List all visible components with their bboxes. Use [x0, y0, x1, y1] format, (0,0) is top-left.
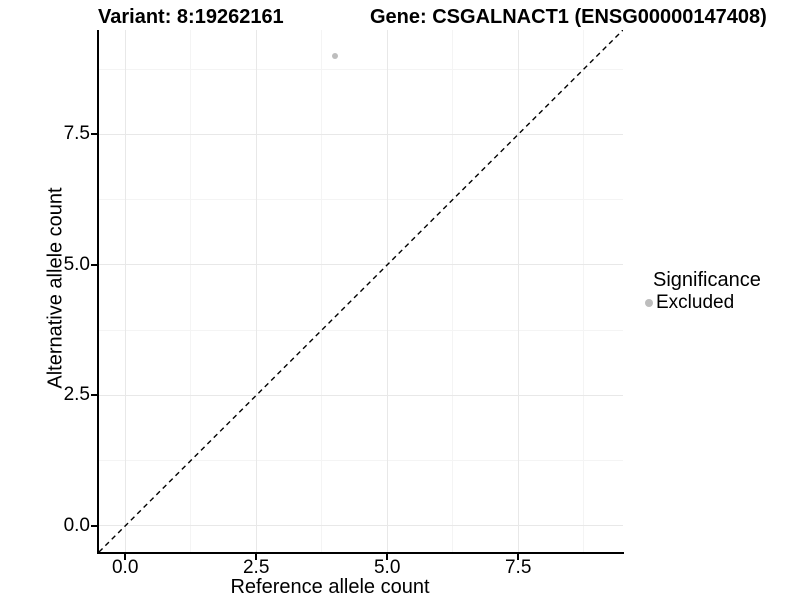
- legend-items: Excluded: [645, 292, 761, 314]
- x-tick-label: 0.0: [111, 557, 139, 578]
- y-tick-mark: [91, 133, 97, 136]
- y-tick-label: 5.0: [63, 253, 90, 275]
- minor-gridline-horizontal: [99, 199, 623, 201]
- y-axis-line: [97, 30, 99, 554]
- x-tick-mark: [386, 554, 389, 560]
- major-gridline-vertical: [517, 30, 519, 552]
- x-tick-mark: [255, 554, 258, 560]
- major-gridline-vertical: [124, 30, 126, 552]
- plot-panel: [99, 30, 623, 552]
- x-axis-label: Reference allele count: [230, 576, 430, 598]
- x-tick-label: 5.0: [373, 557, 401, 578]
- x-tick-mark: [124, 554, 127, 560]
- legend-item-label: Excluded: [656, 292, 735, 313]
- legend: Significance Excluded: [645, 268, 761, 314]
- identity-line: [99, 30, 623, 552]
- minor-gridline-horizontal: [99, 460, 623, 462]
- major-gridline-horizontal: [99, 133, 623, 135]
- y-tick-label: 7.5: [63, 123, 90, 145]
- legend-title: Significance: [653, 269, 761, 291]
- minor-gridline-vertical: [583, 30, 585, 552]
- major-gridline-horizontal: [99, 264, 623, 266]
- plot-title-gene: Gene: CSGALNACT1 (ENSG00000147408): [370, 6, 767, 28]
- minor-gridline-vertical: [190, 30, 192, 552]
- minor-gridline-horizontal: [99, 329, 623, 331]
- y-tick-mark: [91, 524, 97, 527]
- x-axis-line: [97, 552, 624, 554]
- minor-gridline-horizontal: [99, 68, 623, 70]
- minor-gridline-vertical: [321, 30, 323, 552]
- major-gridline-vertical: [386, 30, 388, 552]
- y-tick-label: 2.5: [63, 384, 90, 406]
- major-gridline-horizontal: [99, 525, 623, 527]
- minor-gridline-vertical: [452, 30, 454, 552]
- legend-key-dot: [645, 299, 653, 307]
- data-point: [331, 53, 338, 60]
- x-tick-label: 7.5: [504, 557, 532, 578]
- plot-title-variant: Variant: 8:19262161: [98, 6, 284, 28]
- x-tick-mark: [517, 554, 520, 560]
- y-axis-label: Alternative allele count: [44, 187, 67, 389]
- y-tick-mark: [91, 394, 97, 397]
- legend-item: Excluded: [645, 292, 761, 314]
- major-gridline-horizontal: [99, 394, 623, 396]
- x-tick-label: 2.5: [242, 557, 270, 578]
- y-tick-label: 0.0: [63, 514, 90, 536]
- y-tick-mark: [91, 263, 97, 266]
- major-gridline-vertical: [255, 30, 257, 552]
